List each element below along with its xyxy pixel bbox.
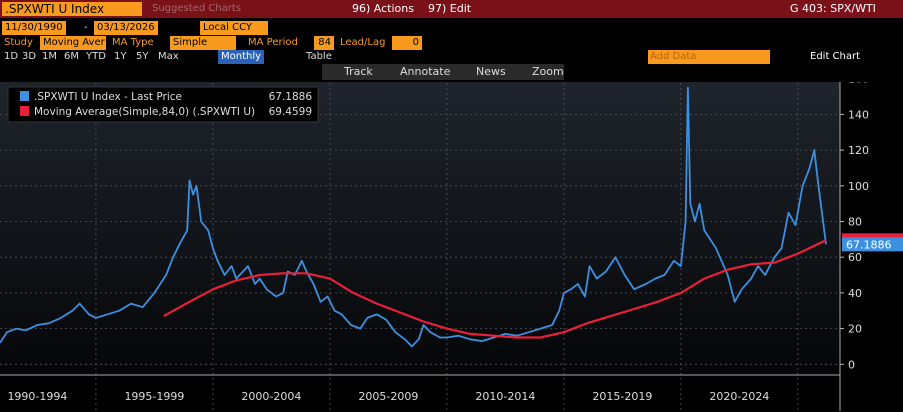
range-button[interactable]: 1Y: [114, 51, 127, 62]
last-value-label: 67.1886: [846, 238, 892, 251]
y-tick-label: 0: [848, 358, 855, 371]
x-tick-label: 2015-2019: [592, 390, 652, 403]
x-tick-label: 1990-1994: [7, 390, 67, 403]
x-tick-label: 2000-2004: [241, 390, 301, 403]
last-value-tag: [842, 237, 903, 252]
lead-lag-label: Lead/Lag: [340, 37, 386, 48]
range-button[interactable]: 6M: [64, 51, 79, 62]
y-tick-label: 40: [848, 287, 862, 300]
study[interactable]: Moving Aver: [40, 36, 106, 50]
chart: 0 20 40 60 80 100 120 140 160 1990-1994 1995-1999 2…: [0, 82, 903, 411]
edit[interactable]: 97) Edit: [428, 2, 472, 15]
ma-period-label: MA Period: [248, 37, 298, 48]
lead-lag[interactable]: 0: [392, 36, 422, 50]
y-tick-label: 20: [848, 323, 862, 336]
chart-toolbar: Track Annotate News Zoom: [322, 64, 564, 80]
y-tick-label: 140: [848, 108, 869, 121]
range-button[interactable]: 5Y: [136, 51, 149, 62]
legend-value: 69.4599: [269, 106, 312, 118]
x-tick-label: 1995-1999: [124, 390, 184, 403]
ma-type-label: MA Type: [112, 37, 154, 48]
legend-value: 67.1886: [269, 91, 313, 103]
start-date[interactable]: 11/30/1990: [2, 21, 66, 35]
legend-swatch: [20, 106, 29, 116]
end-date[interactable]: 03/13/2026: [94, 21, 158, 35]
legend-box: [7, 86, 319, 123]
frequency[interactable]: Monthly: [218, 50, 265, 64]
range-button[interactable]: 3D: [22, 51, 37, 62]
series-line: [163, 239, 827, 339]
y-tick-label: 80: [848, 216, 862, 229]
tool-button[interactable]: Zoom: [532, 65, 564, 78]
security-field[interactable]: .SPXWTI U Index: [2, 2, 142, 16]
y-tick-label: 60: [848, 251, 862, 264]
series-line: [0, 86, 827, 348]
study-label: Study: [4, 37, 33, 48]
legend-entry: Moving Average(Simple,84,0) (.SPXWTI U): [34, 106, 255, 118]
x-tick-label: 2020-2024: [709, 390, 769, 403]
title-bar: [0, 0, 903, 18]
add-data[interactable]: Add Data: [648, 50, 770, 64]
ma-period[interactable]: 84: [314, 36, 334, 50]
y-tick-label: 120: [848, 144, 869, 157]
actions[interactable]: 96) Actions: [352, 2, 414, 15]
legend-swatch: [20, 91, 29, 101]
x-tick-label: 2005-2009: [358, 390, 418, 403]
ma-type[interactable]: Simple: [170, 36, 236, 50]
window-id: G 403: SPX/WTI: [790, 2, 876, 15]
tool-button[interactable]: Annotate: [400, 65, 451, 78]
tool-button[interactable]: Track: [344, 65, 373, 78]
range-button[interactable]: YTD: [86, 51, 106, 62]
plot-area: [0, 82, 840, 375]
x-tick-label: 2010-2014: [475, 390, 535, 403]
y-tick-label: 160: [848, 82, 869, 86]
edit-chart[interactable]: Edit Chart: [810, 51, 861, 62]
range-button[interactable]: Max: [158, 51, 179, 62]
suggested[interactable]: Suggested Charts: [152, 3, 242, 14]
range-button[interactable]: 1M: [42, 51, 57, 62]
y-tick-label: 100: [848, 180, 869, 193]
legend-entry: .SPXWTI U Index - Last Price: [34, 91, 182, 103]
currency[interactable]: Local CCY: [200, 21, 268, 35]
table-button[interactable]: Table: [306, 51, 332, 62]
tool-button[interactable]: News: [476, 65, 506, 78]
date-dash: -: [84, 22, 88, 33]
range-button[interactable]: 1D: [4, 51, 19, 62]
